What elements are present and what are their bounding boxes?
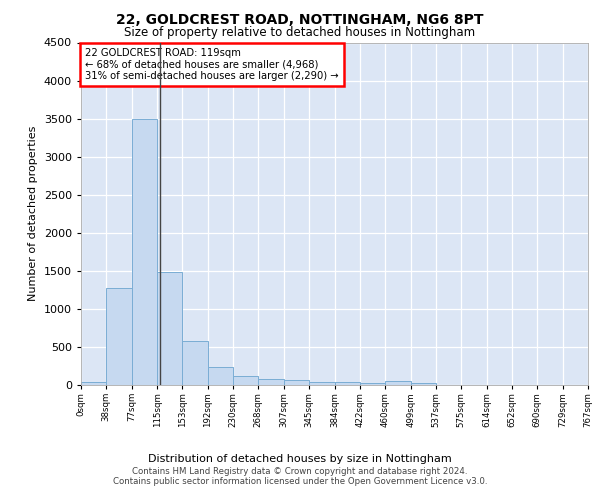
Bar: [233, 376, 258, 385]
Bar: [360, 382, 385, 385]
Y-axis label: Number of detached properties: Number of detached properties: [28, 126, 38, 302]
Bar: [208, 366, 233, 385]
Text: Size of property relative to detached houses in Nottingham: Size of property relative to detached ho…: [124, 26, 476, 39]
Bar: [81, 382, 106, 385]
Bar: [106, 288, 132, 385]
Text: Contains public sector information licensed under the Open Government Licence v3: Contains public sector information licen…: [113, 477, 487, 486]
Bar: [411, 383, 436, 385]
Bar: [258, 378, 284, 385]
Text: 22 GOLDCREST ROAD: 119sqm
← 68% of detached houses are smaller (4,968)
31% of se: 22 GOLDCREST ROAD: 119sqm ← 68% of detac…: [85, 48, 338, 81]
Bar: [335, 382, 360, 385]
Bar: [284, 380, 309, 385]
Text: Distribution of detached houses by size in Nottingham: Distribution of detached houses by size …: [148, 454, 452, 464]
Bar: [309, 382, 335, 385]
Bar: [385, 381, 411, 385]
Text: 22, GOLDCREST ROAD, NOTTINGHAM, NG6 8PT: 22, GOLDCREST ROAD, NOTTINGHAM, NG6 8PT: [116, 12, 484, 26]
Bar: [157, 272, 182, 385]
Bar: [182, 341, 208, 385]
Bar: [132, 118, 157, 385]
Text: Contains HM Land Registry data © Crown copyright and database right 2024.: Contains HM Land Registry data © Crown c…: [132, 467, 468, 476]
